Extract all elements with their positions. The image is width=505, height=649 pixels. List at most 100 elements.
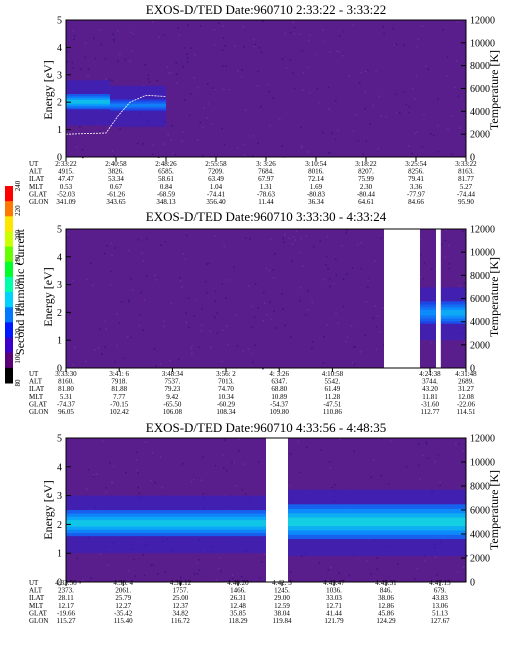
spectrogram-speckle xyxy=(458,443,460,445)
spectrogram-speckle xyxy=(375,348,378,351)
spectrogram-speckle xyxy=(227,343,229,346)
y-tick-label: 5 xyxy=(57,16,62,27)
spectrogram-speckle xyxy=(362,153,365,155)
colorbar-tick-label: 160 xyxy=(14,279,22,290)
ephemeris-row-label: GLAT xyxy=(29,400,48,408)
spectrogram-speckle xyxy=(444,256,446,258)
spectrogram-speckle xyxy=(376,315,379,317)
energy-band-strip xyxy=(288,517,466,522)
energy-band-halo xyxy=(66,495,266,510)
spectrogram-speckle xyxy=(260,51,263,53)
spectrogram-speckle xyxy=(262,320,264,322)
spectrogram-speckle xyxy=(418,464,420,467)
ephemeris-value: 7.77 xyxy=(113,393,126,401)
y-tick-label: 4 xyxy=(57,252,62,263)
spectrogram-speckle xyxy=(124,58,126,61)
spectrogram-speckle xyxy=(273,310,275,312)
spectrogram-speckle xyxy=(120,300,123,303)
spectrogram-speckle xyxy=(135,451,138,454)
ephemeris-value: 12.37 xyxy=(173,602,189,610)
spectrogram-speckle xyxy=(353,346,355,348)
ephemeris-value: -68.59 xyxy=(157,190,176,198)
energy-band-strip xyxy=(440,301,466,305)
spectrogram-speckle xyxy=(187,297,190,299)
spectrogram-speckle xyxy=(186,61,189,63)
ephemeris-value: 7684. xyxy=(258,168,274,176)
spectrogram-speckle xyxy=(190,47,192,49)
spectrogram-speckle xyxy=(241,575,243,578)
spectrogram-speckle xyxy=(189,93,192,95)
spectrogram-speckle xyxy=(360,71,362,74)
ephemeris-value: 26.31 xyxy=(230,594,246,602)
spectrogram-speckle xyxy=(135,459,138,461)
spectrogram-speckle xyxy=(104,320,106,323)
colorbar-swatch xyxy=(5,276,13,293)
spectrogram-speckle xyxy=(327,152,330,154)
spectrogram-speckle xyxy=(457,21,459,23)
spectrogram-speckle xyxy=(313,245,315,248)
spectrogram-speckle xyxy=(200,330,203,332)
spectrogram-speckle xyxy=(302,89,304,91)
spectrogram-speckle xyxy=(329,51,331,53)
colorbar-tick-label: 240 xyxy=(14,180,22,191)
ephemeris-value: 95.90 xyxy=(458,198,474,206)
spectrogram-speckle xyxy=(136,469,138,472)
energy-band-strip xyxy=(440,315,466,319)
spectrogram-speckle xyxy=(142,143,144,145)
spectrogram-speckle xyxy=(370,476,372,478)
spectrogram-speckle xyxy=(74,346,76,348)
spectrogram-speckle xyxy=(285,67,288,69)
ephemeris-value: 108.34 xyxy=(216,408,236,416)
spectrogram-speckle xyxy=(222,37,225,39)
energy-band-strip xyxy=(288,525,466,531)
spectrogram-speckle xyxy=(151,21,154,23)
energy-band-strip xyxy=(66,516,266,521)
colorbar-tick-label: 80 xyxy=(14,379,22,387)
spectrogram-speckle xyxy=(150,479,152,482)
spectrogram-speckle xyxy=(182,463,184,465)
ephemeris-value: 1245. xyxy=(274,587,290,595)
ephemeris-value: -35.42 xyxy=(114,609,133,617)
y-tick-label: 3 xyxy=(57,70,62,81)
spectrogram-speckle xyxy=(385,116,387,118)
data-gap xyxy=(266,438,288,582)
spectrogram-speckle xyxy=(128,301,130,303)
spectrogram-speckle xyxy=(109,283,112,286)
spectrogram-speckle xyxy=(225,65,227,67)
energy-band-strip xyxy=(288,530,466,535)
spectrogram-speckle xyxy=(339,438,341,440)
spectrogram-speckle xyxy=(134,575,137,577)
spectrogram-speckle xyxy=(128,249,130,252)
spectrogram-speckle xyxy=(221,360,223,363)
spectrogram-speckle xyxy=(203,107,205,109)
spectrogram-speckle xyxy=(380,237,382,240)
spectrogram-speckle xyxy=(415,74,418,77)
ephemeris-value: 2689. xyxy=(458,378,474,386)
ephemeris-value: 3:41: 6 xyxy=(109,370,129,378)
spectrogram-speckle xyxy=(190,347,192,349)
spectrogram-speckle xyxy=(128,570,130,572)
energy-band-strip xyxy=(420,304,436,308)
spectrogram-speckle xyxy=(458,285,461,287)
spectrogram-speckle xyxy=(202,493,205,495)
spectrogram-speckle xyxy=(170,72,172,74)
ephemeris-value: -74.41 xyxy=(207,190,226,198)
spectrogram-speckle xyxy=(380,438,383,440)
spectrogram-speckle xyxy=(181,286,183,288)
spectrogram-speckle xyxy=(369,123,371,125)
ephemeris-value: -31.60 xyxy=(421,400,440,408)
spectrogram-speckle xyxy=(142,329,144,331)
spectrogram-speckle xyxy=(445,229,447,231)
spectrogram-speckle xyxy=(300,145,303,148)
spectrogram-speckle xyxy=(166,66,169,68)
spectrogram-speckle xyxy=(307,39,310,42)
spectrogram-speckle xyxy=(395,112,398,114)
panel-3: EXOS-D/TED Date:960710 4:33:56 - 4:48:35… xyxy=(29,420,501,625)
y2-tick-label: 4000 xyxy=(470,107,490,118)
ephemeris-value: 28.11 xyxy=(58,594,74,602)
spectrogram-speckle xyxy=(299,471,301,474)
spectrogram-speckle xyxy=(437,454,440,456)
panel-2-spectrogram: 0 1 2 3 4 5 0 2000 4000 6000 8000 10000 12000 xyxy=(57,225,495,375)
spectrogram-speckle xyxy=(191,345,193,347)
spectrogram-speckle xyxy=(110,242,112,245)
